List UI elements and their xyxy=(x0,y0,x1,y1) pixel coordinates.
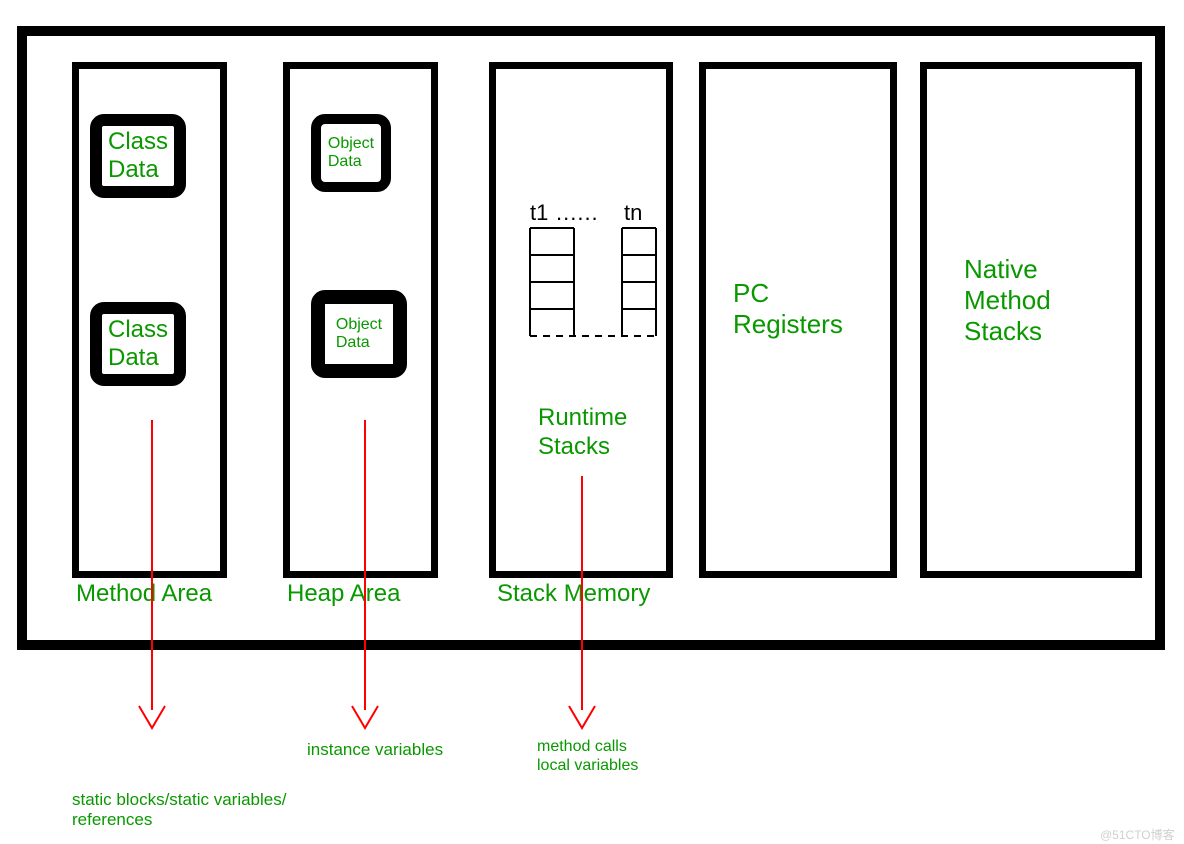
thread-label-tn: tn xyxy=(624,200,642,226)
tile-text: Object Data xyxy=(336,316,382,353)
tile-class-data-2: Class Data xyxy=(90,302,186,386)
thread-label-t1: t1 xyxy=(530,200,548,226)
arrow-label-heap-area: instance variables xyxy=(307,740,443,760)
label-method-area: Method Area xyxy=(76,580,212,609)
tile-text: Object Data xyxy=(328,135,374,172)
label-heap-area: Heap Area xyxy=(287,580,400,609)
tile-object-data-1: Object Data xyxy=(311,114,391,192)
tile-text: Class Data xyxy=(108,128,168,183)
col-stack-memory xyxy=(489,62,673,578)
tile-class-data-1: Class Data xyxy=(90,114,186,198)
label-stack-memory: Stack Memory xyxy=(497,580,650,609)
label-native-method-stacks: Native Method Stacks xyxy=(964,254,1051,348)
tile-text: Class Data xyxy=(108,316,168,371)
thread-label-dots: ...... xyxy=(556,200,599,226)
watermark: @51CTO博客 xyxy=(1100,826,1175,843)
label-pc-registers: PC Registers xyxy=(733,278,843,340)
arrow-label-method-area: static blocks/static variables/ referenc… xyxy=(72,790,286,831)
label-runtime-stacks: Runtime Stacks xyxy=(538,404,627,462)
tile-object-data-2: Object Data xyxy=(311,290,407,378)
arrow-label-stack-memory: method calls local variables xyxy=(537,737,638,775)
